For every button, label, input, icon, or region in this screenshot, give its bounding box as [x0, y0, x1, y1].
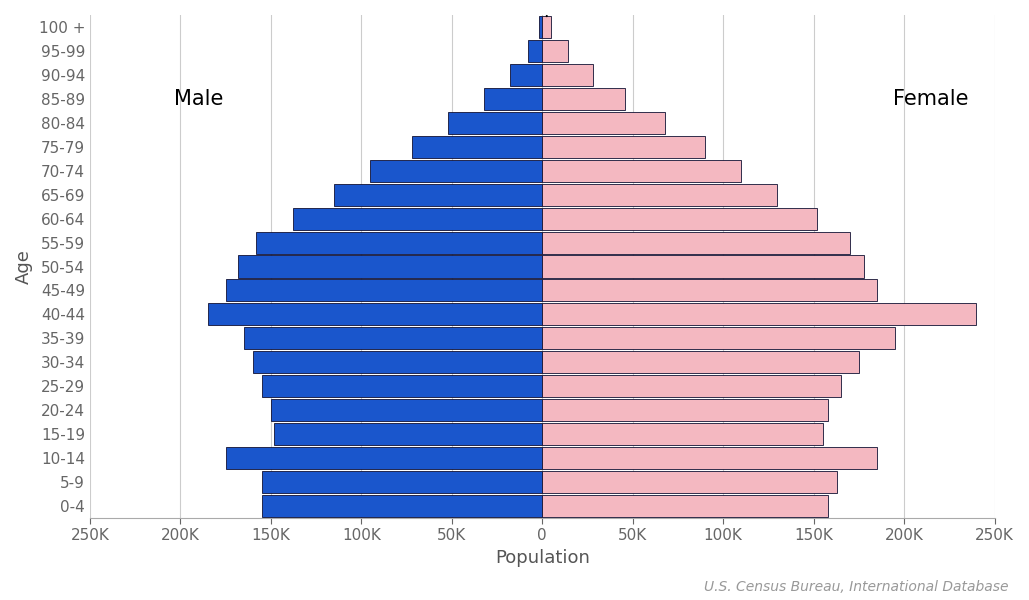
Bar [542, 208, 817, 230]
Bar [542, 304, 977, 325]
Bar [485, 88, 542, 110]
Text: Male: Male [174, 89, 223, 109]
Bar [538, 16, 542, 38]
Text: Female: Female [893, 89, 969, 109]
Bar [208, 304, 542, 325]
Bar [253, 352, 542, 373]
Bar [542, 160, 741, 182]
Y-axis label: Age: Age [15, 249, 33, 284]
Bar [542, 136, 705, 158]
Bar [261, 495, 542, 517]
Bar [542, 232, 850, 254]
Bar [542, 423, 822, 445]
Bar [239, 256, 542, 278]
Bar [542, 471, 838, 493]
Bar [225, 447, 542, 469]
X-axis label: Population: Population [495, 549, 590, 567]
Bar [449, 112, 542, 134]
Bar [275, 423, 542, 445]
Bar [542, 64, 593, 86]
Bar [528, 40, 542, 62]
Bar [271, 399, 542, 421]
Bar [509, 64, 542, 86]
Bar [225, 280, 542, 301]
Bar [542, 40, 568, 62]
Bar [261, 471, 542, 493]
Bar [542, 256, 864, 278]
Text: U.S. Census Bureau, International Database: U.S. Census Bureau, International Databa… [704, 580, 1008, 594]
Bar [542, 328, 895, 349]
Bar [256, 232, 542, 254]
Bar [244, 328, 542, 349]
Bar [542, 184, 778, 206]
Bar [542, 375, 841, 397]
Bar [542, 352, 859, 373]
Bar [542, 112, 666, 134]
Bar [542, 16, 552, 38]
Bar [542, 447, 877, 469]
Bar [542, 399, 828, 421]
Bar [542, 88, 626, 110]
Bar [542, 495, 828, 517]
Bar [261, 375, 542, 397]
Bar [542, 280, 877, 301]
Bar [334, 184, 542, 206]
Bar [370, 160, 542, 182]
Bar [292, 208, 542, 230]
Bar [412, 136, 542, 158]
